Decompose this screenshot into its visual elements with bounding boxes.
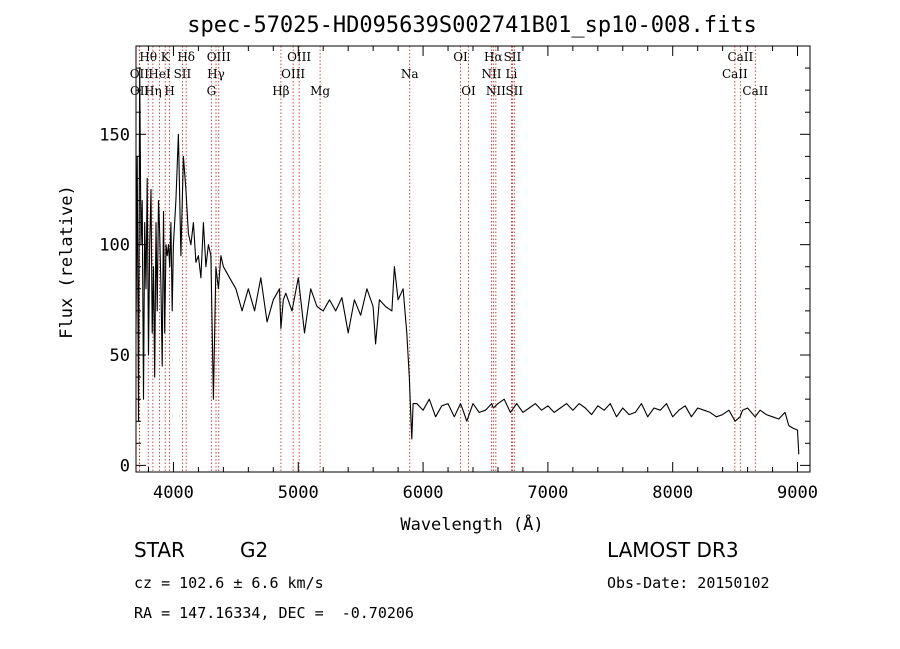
x-axis-label: Wavelength (Å) [400,513,543,535]
y-tick-label-0: 0 [120,456,130,476]
line-label-22: Li [506,67,518,81]
line-label-26: CaII [722,67,748,81]
line-label-3: Hη [144,84,162,98]
line-label-24: SII [505,84,523,98]
x-tick-label-3: 7000 [527,483,568,503]
y-axis-label: Flux (relative) [57,185,77,339]
line-label-14: OIII [281,67,305,81]
line-label-23: NII [486,84,506,98]
y-tick-label-2: 100 [99,236,130,256]
line-label-2: Hθ [139,50,157,64]
survey-name: LAMOST DR3 [607,538,739,562]
obs-date: Obs-Date: 20150102 [607,574,770,592]
line-label-10: Hγ [207,67,225,81]
line-label-13: OIII [287,50,311,64]
line-label-25: CaII [727,50,753,64]
coordinates: RA = 147.16334, DEC = -0.70206 [134,604,414,622]
line-label-4: HeI [148,67,171,81]
x-tick-label-4: 8000 [652,483,693,503]
line-label-27: CaII [742,84,768,98]
line-label-16: Na [401,67,419,81]
x-tick-label-2: 6000 [403,483,444,503]
axis-tick-labels: 4000 5000 6000 7000 8000 9000 0 50 100 150 [99,125,818,503]
y-tick-label-1: 50 [110,346,130,366]
line-label-18: OI [461,84,476,98]
plot-frame [135,45,811,473]
line-label-15: Mg [310,84,330,98]
x-tick-label-0: 4000 [153,483,194,503]
x-tick-label-1: 5000 [278,483,319,503]
line-label-17: OI [453,50,468,64]
x-tick-label-5: 9000 [777,483,818,503]
object-class: STAR [134,538,185,562]
line-label-19: Hα [484,50,503,64]
line-label-8: Hδ [177,50,195,64]
spectral-subclass: G2 [240,538,269,562]
line-label-5: K [161,50,171,64]
axis-ticks [136,46,810,472]
line-label-20: SII [504,50,522,64]
chart-title: spec-57025-HD095639S002741B01_sp10-008.f… [187,13,757,38]
line-label-21: NII [481,67,501,81]
line-label-7: H [164,84,174,98]
flux-series-line [135,67,800,455]
y-tick-label-3: 150 [99,125,130,145]
line-label-11: G [207,84,217,98]
line-label-6: SII [174,67,192,81]
spectral-line-markers [138,46,756,472]
line-label-9: OIII [207,50,231,64]
redshift-readout: cz = 102.6 ± 6.6 km/s [134,574,324,592]
line-label-12: Hβ [272,84,289,98]
